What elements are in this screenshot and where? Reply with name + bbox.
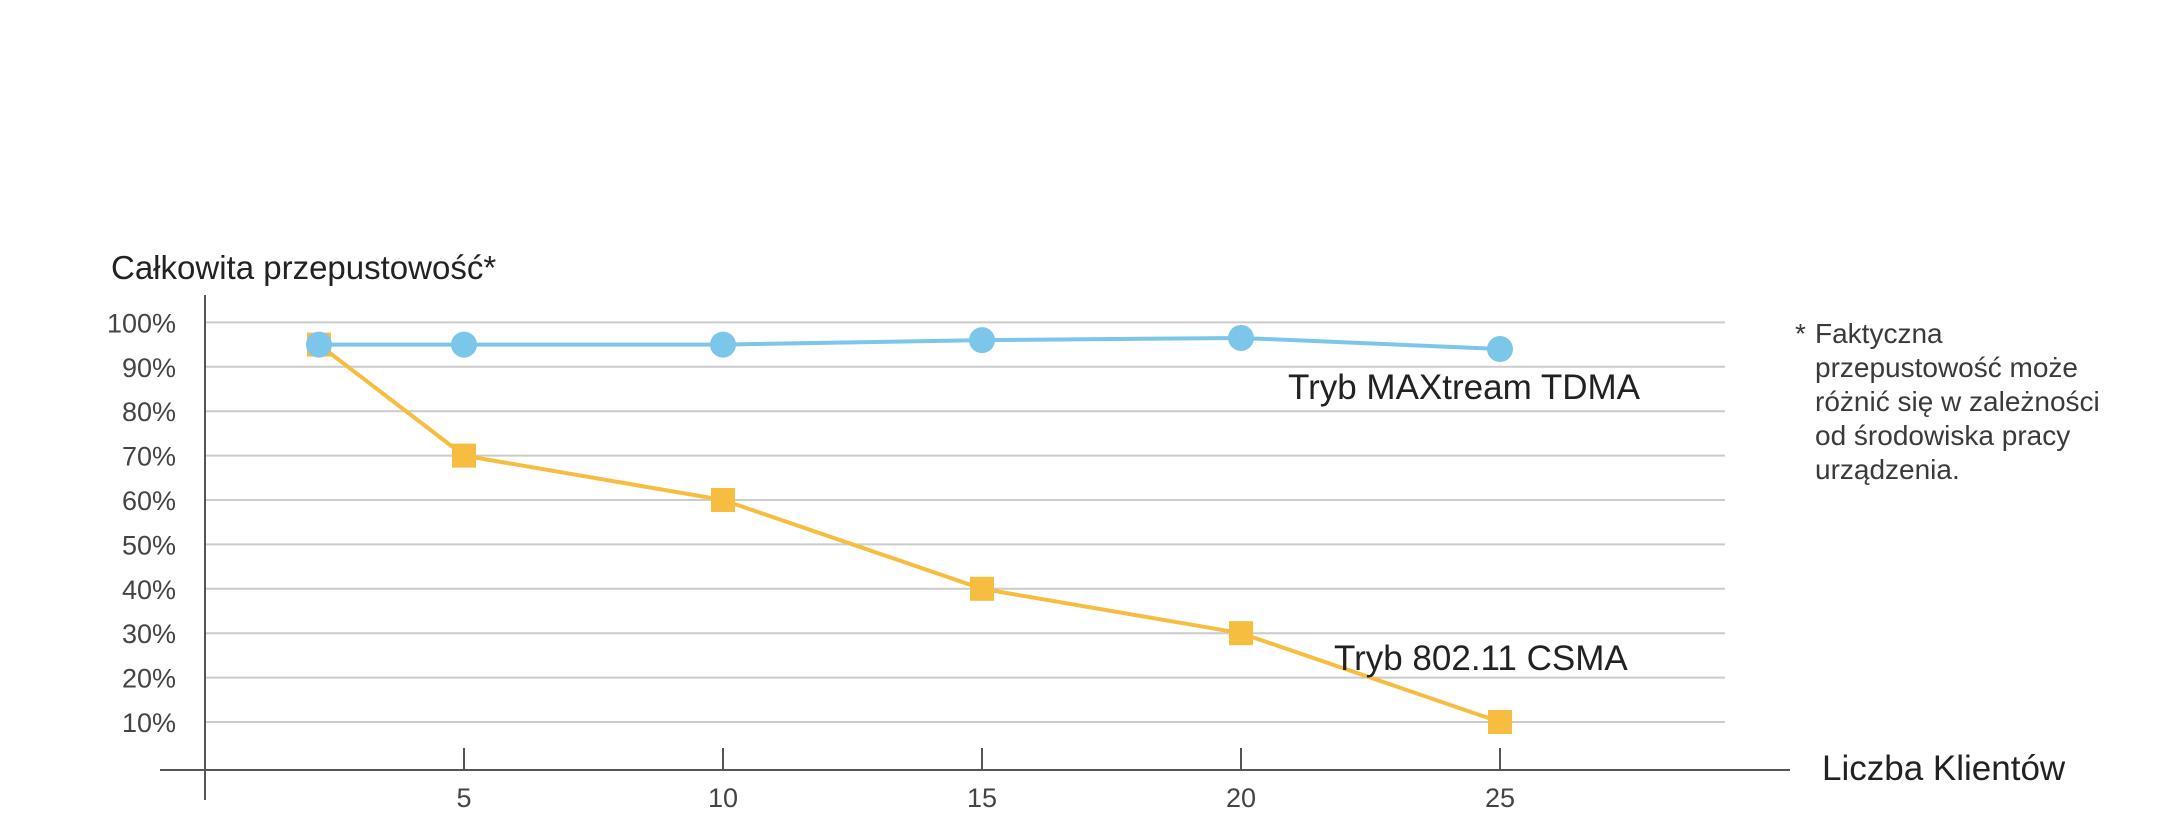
csma-point: [452, 443, 476, 468]
csma-point: [1229, 621, 1253, 646]
series-line-csma: [317, 343, 1501, 724]
x-tick-label: 15: [967, 783, 997, 813]
y-tick-label: 90%: [122, 353, 176, 383]
tdma-point: [1228, 324, 1254, 351]
csma-point: [1488, 710, 1512, 734]
y-tick-label: 50%: [122, 530, 176, 560]
series-label-csma: Tryb 802.11 CSMA: [1334, 639, 1628, 678]
y-tick-labels: 10% 20% 30% 40% 50% 60% 70% 80% 90% 100%: [107, 308, 176, 738]
tdma-point: [969, 327, 995, 354]
y-tick-label: 70%: [122, 442, 176, 472]
x-axis-title: Liczba Klientów: [1822, 749, 2066, 788]
tdma-point: [1487, 336, 1513, 363]
y-tick-label: 100%: [107, 308, 176, 338]
y-tick-label: 30%: [122, 619, 176, 649]
series-group: [305, 324, 1513, 734]
x-tick-label: 5: [456, 783, 471, 813]
y-axis-title: Całkowita przepustowość*: [111, 249, 496, 286]
footnote-text: Faktyczna przepustowość może różnić się …: [1815, 318, 2100, 485]
series-line-tdma: [318, 335, 1501, 352]
x-ticks: 5 10 15 20 25: [456, 748, 1515, 813]
tdma-point: [451, 331, 477, 358]
y-tick-label: 60%: [122, 486, 176, 516]
footnote: * Faktyczna przepustowość może różnić si…: [1795, 317, 2125, 487]
x-tick-label: 25: [1485, 783, 1515, 813]
csma-point: [711, 488, 735, 512]
tdma-point: [305, 331, 332, 358]
series-label-tdma: Tryb MAXtream TDMA: [1288, 368, 1641, 407]
y-tick-label: 40%: [122, 575, 176, 605]
axes: [160, 295, 1790, 800]
tdma-point: [710, 331, 736, 358]
y-tick-label: 10%: [122, 708, 176, 738]
y-tick-label: 80%: [122, 397, 176, 427]
x-tick-label: 10: [708, 783, 738, 813]
x-tick-label: 20: [1226, 783, 1256, 813]
y-tick-label: 20%: [122, 664, 176, 694]
footnote-marker: *: [1795, 318, 1806, 349]
csma-point: [970, 576, 994, 601]
